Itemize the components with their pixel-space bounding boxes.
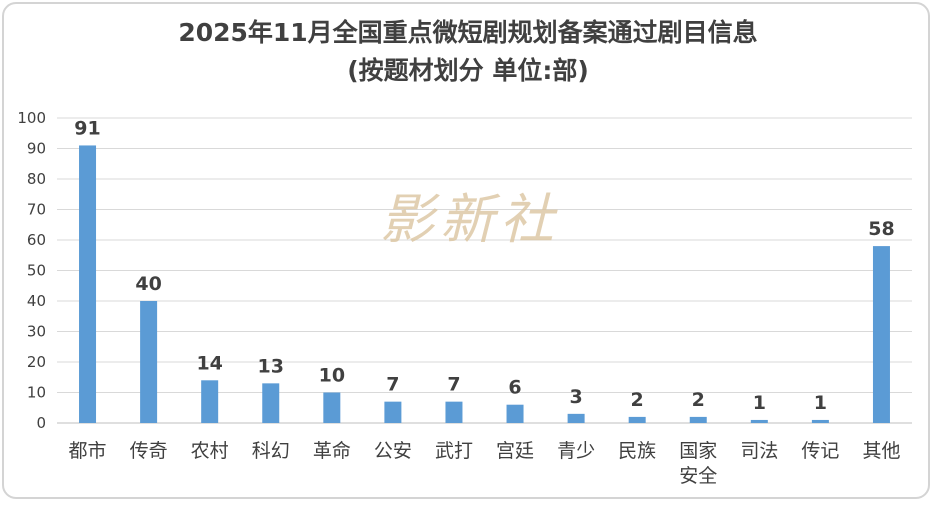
- data-label: 3: [569, 386, 582, 408]
- y-tick-label: 50: [27, 262, 46, 280]
- bar: [384, 401, 402, 423]
- data-label: 14: [196, 352, 222, 374]
- x-tick-label: 武打: [435, 440, 473, 462]
- x-tick-label: 司法: [740, 440, 778, 462]
- chart-subtitle: (按题材划分 单位:部): [347, 56, 589, 85]
- data-labels: 91 40 14 13 10 7 7 6 3 2 2 1 1 58: [74, 117, 894, 414]
- data-label: 13: [258, 355, 284, 377]
- bar: [628, 416, 646, 423]
- x-tick-label: 青少: [557, 440, 595, 462]
- bar: [79, 145, 97, 423]
- data-label: 2: [631, 389, 644, 411]
- bar: [811, 419, 829, 423]
- watermark: 影新社: [380, 188, 560, 251]
- bar: [445, 401, 463, 423]
- x-tick-label: 宫廷: [496, 440, 534, 462]
- y-tick-label: 100: [17, 109, 46, 127]
- data-label: 1: [753, 392, 766, 414]
- y-tick-label: 20: [27, 353, 46, 371]
- data-label: 6: [508, 377, 521, 399]
- data-label: 40: [135, 273, 161, 295]
- y-tick-label: 40: [27, 292, 46, 310]
- bar: [567, 413, 585, 423]
- y-tick-label: 30: [27, 323, 46, 341]
- bar: [262, 383, 280, 423]
- data-label: 7: [386, 374, 399, 396]
- x-tick-label: 传奇: [130, 440, 168, 462]
- bar: [750, 419, 768, 423]
- y-axis: 0 10 20 30 40 50 60 70 80 90 100: [17, 109, 46, 432]
- data-label: 58: [868, 218, 894, 240]
- gridlines: [57, 117, 912, 424]
- x-tick-label: 公安: [374, 440, 412, 462]
- bars: [79, 145, 890, 423]
- chart-title: 2025年11月全国重点微短剧规划备案通过剧目信息: [178, 18, 758, 47]
- y-tick-label: 10: [27, 384, 46, 402]
- x-tick-label: 革命: [313, 440, 351, 462]
- x-tick-label: 民族: [618, 440, 656, 462]
- bar: [506, 404, 524, 423]
- data-label: 7: [447, 374, 460, 396]
- bar: [140, 301, 158, 423]
- data-label: 2: [692, 389, 705, 411]
- x-tick-label: 科幻: [252, 440, 290, 462]
- bar: [689, 416, 707, 423]
- y-tick-label: 60: [27, 231, 46, 249]
- data-label: 1: [814, 392, 827, 414]
- y-tick-label: 0: [36, 414, 46, 432]
- x-tick-label: 国家安全: [679, 440, 717, 487]
- x-tick-label: 传记: [801, 440, 839, 462]
- x-tick-label: 农村: [191, 440, 229, 462]
- bar: [872, 246, 890, 423]
- bar: [323, 392, 341, 423]
- x-tick-label: 都市: [69, 440, 107, 462]
- data-label: 91: [74, 117, 100, 139]
- x-tick-label: 其他: [862, 440, 900, 462]
- x-axis: 都市 传奇 农村 科幻 革命 公安 武打 宫廷 青少 民族 国家安全 司法 传记 其他: [69, 440, 901, 487]
- y-tick-label: 90: [27, 140, 46, 158]
- y-tick-label: 70: [27, 201, 46, 219]
- data-label: 10: [319, 365, 345, 387]
- y-tick-label: 80: [27, 170, 46, 188]
- bar: [201, 380, 219, 423]
